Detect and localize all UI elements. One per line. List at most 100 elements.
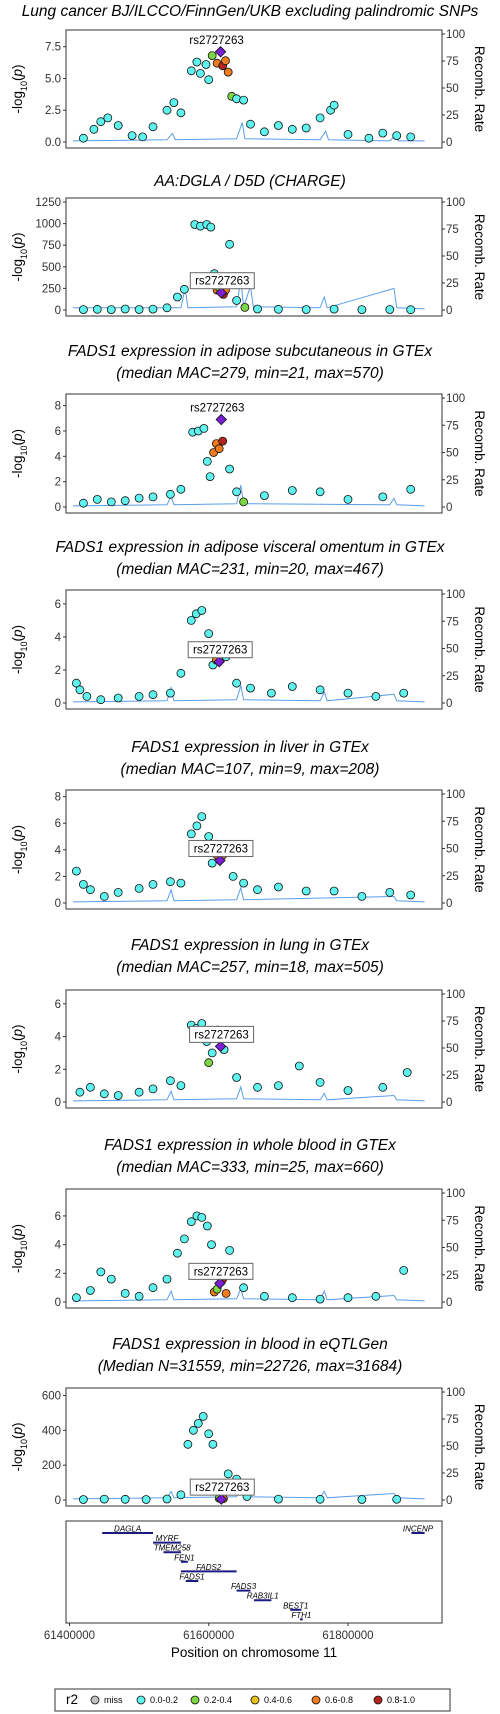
snp-point <box>202 456 212 466</box>
snp-point <box>253 304 262 314</box>
y2-axis-label: Recomb. Rate <box>472 410 487 496</box>
snp-point <box>197 1213 207 1222</box>
snp-point <box>315 685 325 695</box>
snp-point <box>385 305 395 314</box>
snp-point <box>183 1439 193 1449</box>
legend-swatch <box>311 1695 321 1705</box>
snp-point <box>148 1084 158 1094</box>
panel-title: FADS1 expression in lung in GTEx <box>131 937 371 954</box>
legend-label: 0.2-0.4 <box>204 1695 232 1705</box>
snp-point <box>103 113 113 123</box>
snp-point <box>120 304 130 314</box>
y-tick-label: 4 <box>55 451 62 463</box>
y-axis-label: -log10(p) <box>10 429 29 478</box>
lead-snp-marker <box>214 854 226 867</box>
snp-point <box>329 886 339 896</box>
snp-point <box>204 1058 214 1068</box>
plot-frame <box>65 197 443 317</box>
snp-point <box>120 496 130 506</box>
lead-snp-label: rs2727263 <box>195 1482 249 1494</box>
y-tick-label: 6 <box>55 599 61 611</box>
y-axis-label: -log10(p) <box>10 1422 29 1471</box>
snp-point <box>120 1494 130 1504</box>
panel-title: FADS1 expression in liver in GTEx <box>131 739 370 756</box>
panel-6: FADS1 expression in lung in GTEx (median … <box>10 937 487 1109</box>
snp-point <box>301 123 311 133</box>
lead-snp-label: rs2727263 <box>190 403 244 415</box>
snp-point <box>315 1294 325 1304</box>
y2-tick-label: 25 <box>446 110 459 122</box>
lead-snp-label-box <box>189 272 255 290</box>
snp-point <box>176 1490 186 1500</box>
y-axis-label: -log10(p) <box>10 1224 29 1273</box>
y2-tick-label: 50 <box>446 644 459 656</box>
snp-point <box>162 303 172 313</box>
y2-tick-label: 100 <box>446 197 465 209</box>
lead-snp-marker <box>213 655 225 668</box>
snp-point <box>329 304 339 314</box>
y2-tick-label: 25 <box>446 278 459 290</box>
snp-point <box>162 1274 172 1284</box>
y-tick-label: 1000 <box>35 219 61 231</box>
y-axis-label: -log10(p) <box>10 64 29 113</box>
y-tick-label: 0 <box>55 502 61 514</box>
snp-point <box>239 878 249 888</box>
snp-point <box>197 606 207 615</box>
snp-point <box>225 239 235 249</box>
panel-subtitle: (median MAC=333, min=25, max=660) <box>116 1159 384 1176</box>
y2-tick-label: 0 <box>446 1297 452 1309</box>
gene-label: FADS3 <box>231 1582 257 1591</box>
y-tick-label: 8 <box>55 401 61 413</box>
snp-point <box>402 1068 412 1077</box>
recomb-rate-line <box>72 685 425 703</box>
y-tick-label: 200 <box>42 1460 61 1472</box>
snp-point <box>357 892 367 901</box>
y2-tick-label: 50 <box>446 844 459 856</box>
snp-point <box>343 1293 353 1303</box>
y2-tick-label: 75 <box>446 420 459 432</box>
snp-point <box>357 1495 367 1504</box>
legend-swatch <box>190 1695 200 1705</box>
y-tick-label: 2 <box>55 477 61 489</box>
snp-point <box>273 1494 283 1504</box>
snp-point <box>172 292 182 302</box>
snp-point <box>406 484 416 494</box>
snp-point <box>75 685 85 695</box>
snp-point <box>207 858 217 868</box>
snp-point <box>399 688 409 698</box>
snp-point <box>207 51 217 60</box>
snp-point <box>92 304 102 314</box>
snp-point <box>232 678 242 688</box>
y-tick-label: 500 <box>42 262 61 274</box>
snp-point <box>176 878 186 888</box>
y-tick-label: 7.5 <box>45 42 61 54</box>
snp-point <box>207 1048 217 1058</box>
snp-point <box>329 100 339 110</box>
panel-subtitle: (median MAC=107, min=9, max=208) <box>121 761 380 778</box>
plot-frame <box>65 1188 443 1309</box>
snp-point <box>127 131 137 141</box>
panel-title: FADS1 expression in adipose subcutaneous… <box>68 343 433 360</box>
snp-point <box>198 1412 208 1421</box>
snp-point <box>134 493 144 503</box>
snp-point <box>72 1293 81 1303</box>
y2-tick-label: 100 <box>446 393 465 405</box>
snp-point <box>169 98 179 107</box>
lead-snp-marker <box>215 1493 228 1505</box>
panel-8: FADS1 expression in blood in eQTLGen (Med… <box>10 1336 487 1507</box>
y-tick-label: 2 <box>55 665 61 677</box>
snp-point <box>225 464 235 474</box>
snp-point <box>162 105 172 115</box>
y2-tick-label: 25 <box>446 1070 459 1082</box>
snp-point <box>208 1439 218 1449</box>
legend-label: miss <box>104 1695 123 1705</box>
snp-point <box>120 1289 130 1298</box>
snp-point <box>228 872 238 881</box>
snp-point <box>246 119 255 129</box>
snp-point <box>79 305 88 315</box>
snp-point <box>240 302 250 312</box>
lead-snp-label: rs2727263 <box>194 843 248 855</box>
y-tick-label: 400 <box>42 1425 61 1437</box>
x-tick-label: 61600000 <box>183 1630 234 1642</box>
